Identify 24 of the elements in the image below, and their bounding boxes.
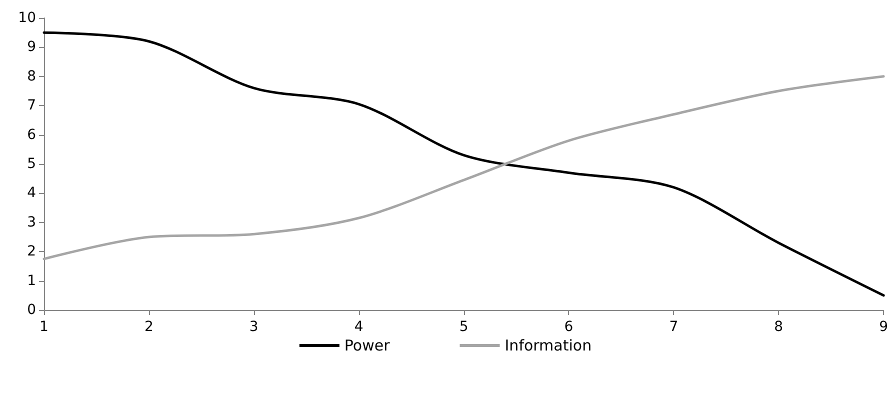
- y-tick-label: 1: [27, 272, 36, 289]
- legend-label: Power: [344, 336, 391, 354]
- y-tick-label: 7: [27, 98, 36, 114]
- y-tick-label: 5: [27, 156, 36, 172]
- x-tick-label: 5: [459, 319, 468, 335]
- line-series: [42, 75, 885, 260]
- x-tick-label: 8: [774, 319, 784, 335]
- x-tick-label: 9: [879, 319, 888, 335]
- x-tick-label: 7: [669, 319, 678, 335]
- y-tick-label: 4: [27, 185, 36, 202]
- x-tick-label: 6: [564, 319, 574, 335]
- y-tick-label: 2: [27, 244, 36, 260]
- x-tick-label: 1: [40, 319, 48, 335]
- x-tick-label: 3: [249, 319, 258, 335]
- legend-label: Information: [504, 336, 592, 354]
- y-tick-label: 10: [18, 10, 36, 26]
- y-tick-label: 9: [27, 39, 36, 56]
- y-tick-label: 3: [27, 214, 36, 230]
- y-tick-label: 8: [27, 68, 36, 84]
- x-tick-label: 4: [354, 319, 364, 335]
- line-series: [42, 31, 885, 297]
- y-tick-label: 6: [27, 126, 36, 143]
- x-tick-label: 2: [144, 319, 154, 335]
- y-tick-label: 0: [27, 302, 36, 318]
